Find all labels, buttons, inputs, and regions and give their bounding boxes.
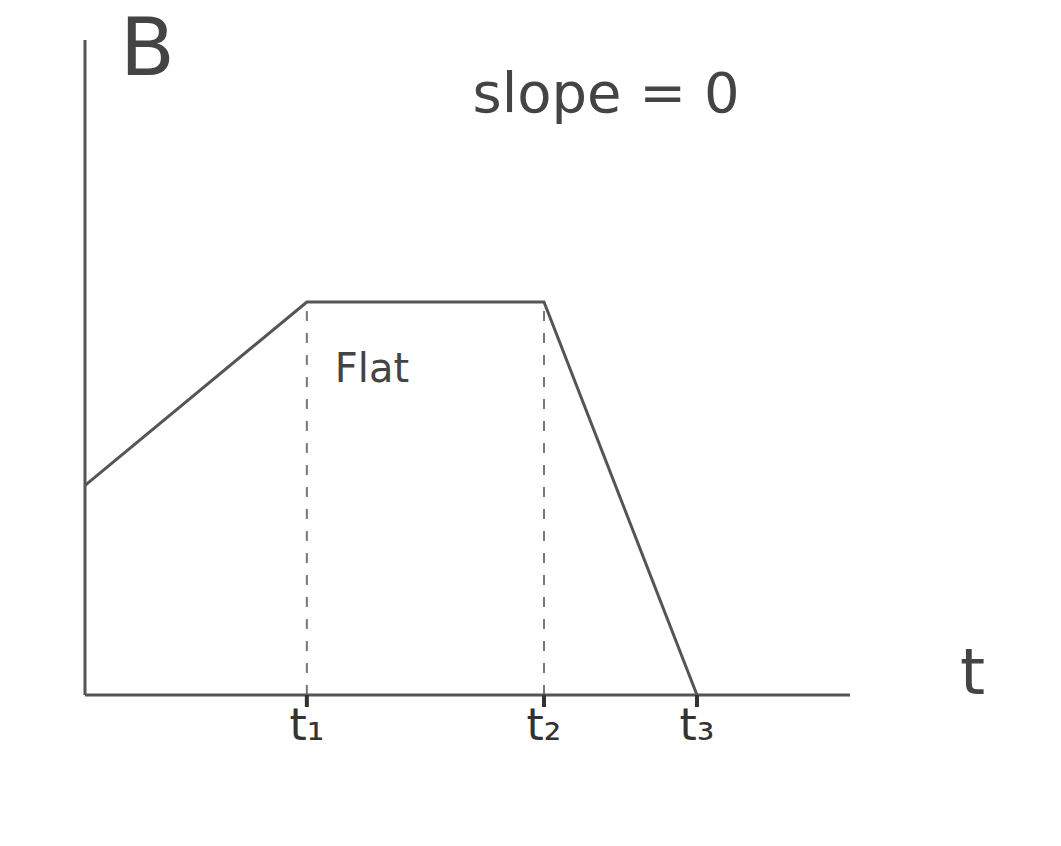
svg-text:slope = 0: slope = 0 [473, 60, 740, 125]
svg-text:Flat: Flat [335, 345, 409, 391]
svg-text:t₁: t₁ [289, 699, 324, 750]
html-text:t: t [960, 635, 986, 709]
svg-text:t₂: t₂ [527, 699, 562, 750]
svg-text:t₃: t₃ [680, 699, 715, 750]
html-text:B: B [120, 1, 175, 94]
